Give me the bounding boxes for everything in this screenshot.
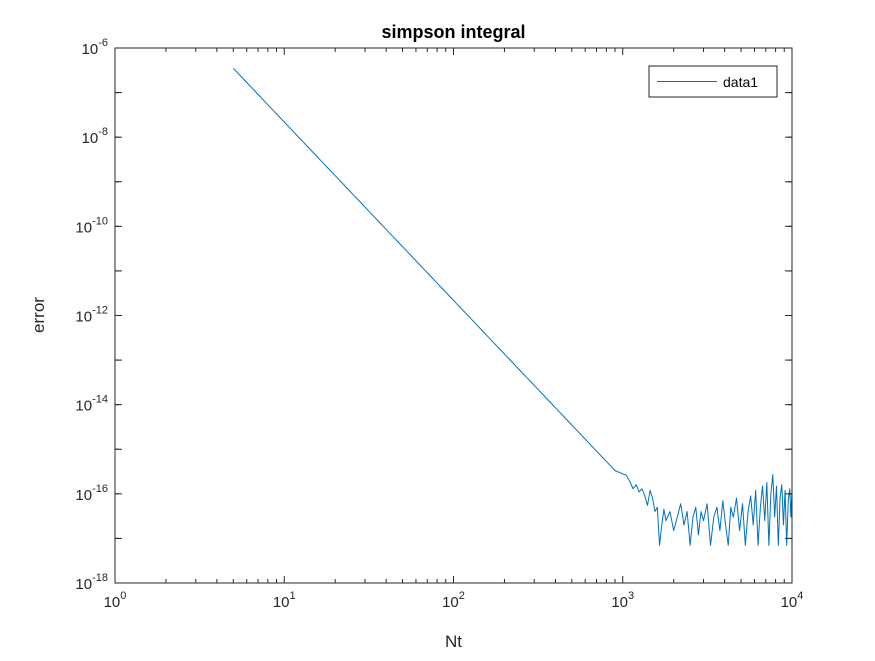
x-tick-label: 102: [442, 590, 465, 611]
legend: data1: [648, 65, 778, 98]
y-tick-label: 10-14: [75, 394, 108, 415]
plot-area-background: [115, 48, 792, 583]
x-tick-label-base: 10: [611, 594, 628, 611]
x-tick-label-exponent: 0: [120, 590, 126, 602]
y-tick-label: 10-8: [82, 126, 108, 147]
x-tick-label-exponent: 3: [628, 590, 634, 602]
y-tick-label-exponent: -8: [98, 126, 108, 138]
x-tick-label: 104: [781, 590, 804, 611]
y-tick-label-exponent: -10: [92, 215, 108, 227]
y-tick-label-exponent: -16: [92, 483, 108, 495]
legend-entry-data1: data1: [723, 74, 758, 90]
y-axis-label: error: [29, 297, 48, 333]
y-tick-label-exponent: -14: [92, 394, 108, 406]
x-tick-label-base: 10: [442, 594, 459, 611]
y-tick-label-base: 10: [82, 41, 99, 58]
y-tick-label-base: 10: [75, 219, 92, 236]
y-tick-label-exponent: -6: [98, 37, 108, 49]
axes-box: [114, 47, 793, 584]
x-tick-label-base: 10: [273, 594, 290, 611]
x-axis-label: Nt: [445, 632, 462, 651]
x-tick-label: 101: [273, 590, 296, 611]
x-tick-label: 100: [104, 590, 127, 611]
x-tick-label-exponent: 2: [459, 590, 465, 602]
labels-layer: 100 101 102 103 10410-1810-1610-1410-1210-10…: [75, 37, 803, 611]
y-tick-label-exponent: -18: [92, 572, 108, 584]
y-tick-label: 10-16: [75, 483, 108, 504]
y-tick-label: 10-18: [75, 572, 108, 593]
series-layer: [232, 67, 793, 546]
x-tick-label-exponent: 1: [290, 590, 296, 602]
y-tick-label-base: 10: [75, 309, 92, 326]
x-tick-label-base: 10: [104, 594, 121, 611]
y-tick-label: 10-6: [82, 37, 108, 58]
y-tick-label: 10-10: [75, 215, 108, 236]
y-tick-label-base: 10: [82, 130, 99, 147]
chart-title: simpson integral: [381, 22, 525, 42]
y-tick-label-base: 10: [75, 487, 92, 504]
x-tick-label-exponent: 4: [797, 590, 803, 602]
y-tick-label-base: 10: [75, 576, 92, 593]
x-tick-label-base: 10: [781, 594, 798, 611]
y-tick-label-exponent: -12: [92, 305, 108, 317]
y-tick-label-base: 10: [75, 398, 92, 415]
x-tick-label: 103: [611, 590, 634, 611]
series-line-data1: [232, 67, 793, 546]
y-tick-label: 10-12: [75, 305, 108, 326]
